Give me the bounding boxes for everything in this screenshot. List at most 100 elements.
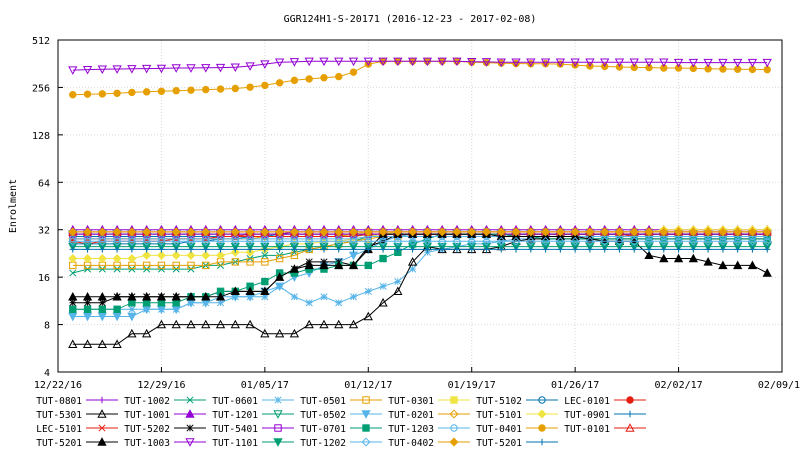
data-point [97, 312, 107, 322]
data-point [365, 246, 372, 253]
data-point [127, 254, 137, 264]
data-point [260, 227, 270, 237]
data-point [673, 253, 684, 263]
data-point [718, 227, 728, 237]
data-point [83, 254, 93, 264]
legend-marker [274, 396, 282, 404]
data-point [319, 227, 329, 237]
data-point [289, 328, 300, 338]
data-point [749, 246, 756, 253]
data-point [69, 299, 77, 307]
legend-label: TUT-5101 [476, 410, 522, 421]
data-point [704, 246, 712, 253]
data-point [747, 58, 758, 68]
series-tut-1202 [68, 236, 772, 246]
data-point [393, 286, 403, 296]
data-point [304, 236, 314, 246]
legend-label: TUT-5301 [36, 410, 82, 421]
data-point [216, 236, 226, 246]
data-point [718, 236, 728, 246]
data-point [304, 227, 314, 237]
legend-item: TUT-5201 [36, 437, 118, 449]
data-point [393, 57, 403, 67]
data-point [230, 227, 240, 237]
legend-marker [97, 437, 107, 446]
data-point [660, 64, 668, 72]
data-point [291, 246, 298, 253]
data-point [320, 293, 328, 301]
data-point [289, 236, 299, 246]
data-point [438, 246, 446, 253]
data-point [733, 227, 743, 237]
data-point [542, 246, 549, 253]
data-point [703, 236, 713, 246]
legend-label: TUT-1002 [124, 396, 170, 407]
data-point [68, 254, 78, 264]
legend-label: LEC-5101 [36, 424, 82, 435]
data-point [68, 339, 78, 348]
legend-item: TUT-0502 [300, 410, 382, 421]
data-point [275, 236, 285, 246]
legend-label: TUT-5201 [476, 438, 522, 449]
data-point [363, 236, 373, 246]
data-point [276, 246, 283, 253]
x-tick-label: 12/29/16 [137, 380, 185, 391]
y-tick-label: 128 [32, 131, 50, 142]
data-point [363, 227, 373, 237]
data-point [304, 319, 314, 329]
data-point [128, 299, 136, 307]
legend-marker [538, 396, 546, 404]
data-point [555, 58, 566, 68]
data-point [644, 227, 654, 237]
data-point [99, 246, 106, 253]
data-point [112, 312, 122, 322]
data-point [201, 291, 211, 301]
data-point [688, 227, 698, 237]
data-point [585, 236, 595, 246]
data-point [452, 57, 462, 67]
data-point [290, 76, 299, 85]
data-point [348, 251, 359, 261]
data-point [261, 293, 269, 301]
y-tick-label: 16 [38, 273, 50, 284]
series-line [72, 236, 768, 240]
legend-marker [361, 437, 371, 447]
legend-marker [626, 410, 634, 418]
data-point [274, 328, 285, 338]
data-point [230, 236, 240, 246]
data-point [631, 246, 638, 253]
data-point [660, 246, 667, 253]
data-point [245, 236, 255, 246]
data-point [246, 83, 254, 91]
data-point [645, 63, 653, 72]
data-point [526, 58, 536, 68]
legend-marker [274, 424, 282, 432]
data-point [230, 63, 240, 73]
y-axis-ticks: 4 8 16 32 64 128 256 512 [32, 36, 63, 379]
data-point [290, 293, 298, 301]
data-point [437, 227, 447, 237]
legend-item: TUT-1003 [124, 438, 206, 449]
legend-item: TUT-0801 [36, 396, 118, 407]
series-tut-5201 [69, 246, 771, 253]
data-point [601, 246, 608, 253]
data-point [275, 227, 285, 237]
data-point [378, 297, 388, 307]
legend-item: TUT-0101 [564, 423, 646, 435]
data-point [157, 261, 166, 270]
data-point [334, 260, 344, 270]
legend-item: TUT-5301 [36, 409, 118, 421]
legend-marker [449, 437, 459, 447]
legend-label: TUT-0501 [300, 396, 346, 407]
data-point [526, 227, 536, 237]
data-point [260, 286, 270, 296]
data-point [512, 246, 520, 253]
data-point [173, 246, 180, 253]
data-point [393, 236, 403, 246]
legend-marker [449, 409, 459, 419]
data-point [481, 236, 491, 246]
data-point [69, 91, 77, 99]
legend-item: TUT-5102 [476, 396, 558, 407]
data-point [97, 254, 107, 264]
data-point [511, 58, 521, 68]
